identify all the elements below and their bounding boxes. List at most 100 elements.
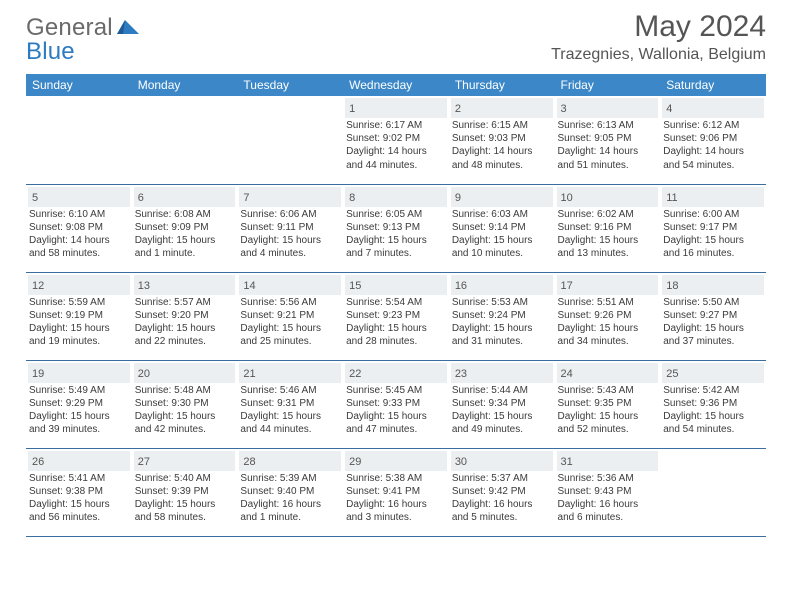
day-info: Sunrise: 5:51 AMSunset: 9:26 PMDaylight:… xyxy=(557,296,659,349)
calendar-cell: 17 Sunrise: 5:51 AMSunset: 9:26 PMDayligh… xyxy=(555,272,661,360)
day-info: Sunrise: 6:17 AMSunset: 9:02 PMDaylight:… xyxy=(345,119,447,172)
calendar-cell: 18 Sunrise: 5:50 AMSunset: 9:27 PMDayligh… xyxy=(660,272,766,360)
calendar-cell: 3 Sunrise: 6:13 AMSunset: 9:05 PMDaylight… xyxy=(555,96,661,184)
calendar-cell: 21 Sunrise: 5:46 AMSunset: 9:31 PMDayligh… xyxy=(237,360,343,448)
day-info: Sunrise: 5:36 AMSunset: 9:43 PMDaylight:… xyxy=(557,472,659,525)
day-number: 14 xyxy=(243,280,255,292)
day-info: Sunrise: 5:57 AMSunset: 9:20 PMDaylight:… xyxy=(134,296,236,349)
day-number: 5 xyxy=(32,192,38,204)
calendar-cell: 8 Sunrise: 6:05 AMSunset: 9:13 PMDaylight… xyxy=(343,184,449,272)
day-number: 28 xyxy=(243,456,255,468)
day-info: Sunrise: 6:12 AMSunset: 9:06 PMDaylight:… xyxy=(662,119,764,172)
day-number: 26 xyxy=(32,456,44,468)
day-number: 6 xyxy=(138,192,144,204)
calendar-cell: 15Sunrise: 5:54 AMSunset: 9:23 PMDayligh… xyxy=(343,272,449,360)
calendar-cell: 12 Sunrise: 5:59 AMSunset: 9:19 PMDayligh… xyxy=(26,272,132,360)
weekday-header: Thursday xyxy=(449,74,555,96)
day-number: 21 xyxy=(243,368,255,380)
day-number: 10 xyxy=(561,192,573,204)
calendar-cell: 25 Sunrise: 5:42 AMSunset: 9:36 PMDayligh… xyxy=(660,360,766,448)
calendar-cell: 23 Sunrise: 5:44 AMSunset: 9:34 PMDayligh… xyxy=(449,360,555,448)
day-number: 9 xyxy=(455,192,461,204)
calendar-cell: 11 Sunrise: 6:00 AMSunset: 9:17 PMDayligh… xyxy=(660,184,766,272)
day-number: 25 xyxy=(666,368,678,380)
calendar-cell: 1 Sunrise: 6:17 AMSunset: 9:02 PMDaylight… xyxy=(343,96,449,184)
calendar-cell: 28 Sunrise: 5:39 AMSunset: 9:40 PMDayligh… xyxy=(237,448,343,536)
day-info: Sunrise: 6:15 AMSunset: 9:03 PMDaylight:… xyxy=(451,119,553,172)
day-info: Sunrise: 6:13 AMSunset: 9:05 PMDaylight:… xyxy=(557,119,659,172)
calendar-cell: 6 Sunrise: 6:08 AMSunset: 9:09 PMDaylight… xyxy=(132,184,238,272)
day-info: Sunrise: 5:56 AMSunset: 9:21 PMDaylight:… xyxy=(239,296,341,349)
day-info: Sunrise: 5:49 AMSunset: 9:29 PMDaylight:… xyxy=(28,384,130,437)
calendar-cell: 7 Sunrise: 6:06 AMSunset: 9:11 PMDaylight… xyxy=(237,184,343,272)
weekday-header: Saturday xyxy=(660,74,766,96)
day-info: Sunrise: 5:59 AMSunset: 9:19 PMDaylight:… xyxy=(28,296,130,349)
day-number: 12 xyxy=(32,280,44,292)
day-number: 17 xyxy=(561,280,573,292)
page-title: May 2024 xyxy=(551,10,766,44)
calendar-cell: 24Sunrise: 5:43 AMSunset: 9:35 PMDayligh… xyxy=(555,360,661,448)
weekday-header: Sunday xyxy=(26,74,132,96)
day-number: 16 xyxy=(455,280,467,292)
day-number: 30 xyxy=(455,456,467,468)
day-info: Sunrise: 5:42 AMSunset: 9:36 PMDaylight:… xyxy=(662,384,764,437)
day-info: Sunrise: 5:37 AMSunset: 9:42 PMDaylight:… xyxy=(451,472,553,525)
day-info: Sunrise: 5:54 AMSunset: 9:23 PMDaylight:… xyxy=(345,296,447,349)
day-info: Sunrise: 6:00 AMSunset: 9:17 PMDaylight:… xyxy=(662,208,764,261)
calendar-cell: 27 Sunrise: 5:40 AMSunset: 9:39 PMDayligh… xyxy=(132,448,238,536)
day-info: Sunrise: 5:50 AMSunset: 9:27 PMDaylight:… xyxy=(662,296,764,349)
day-info: Sunrise: 5:44 AMSunset: 9:34 PMDaylight:… xyxy=(451,384,553,437)
day-info: Sunrise: 6:02 AMSunset: 9:16 PMDaylight:… xyxy=(557,208,659,261)
day-number: 20 xyxy=(138,368,150,380)
calendar-cell: 22Sunrise: 5:45 AMSunset: 9:33 PMDayligh… xyxy=(343,360,449,448)
weekday-header: Wednesday xyxy=(343,74,449,96)
day-number: 8 xyxy=(349,192,355,204)
calendar-cell: 9Sunrise: 6:03 AMSunset: 9:14 PMDaylight… xyxy=(449,184,555,272)
day-info: Sunrise: 5:41 AMSunset: 9:38 PMDaylight:… xyxy=(28,472,130,525)
calendar-cell: 16 Sunrise: 5:53 AMSunset: 9:24 PMDayligh… xyxy=(449,272,555,360)
calendar-cell: 4 Sunrise: 6:12 AMSunset: 9:06 PMDaylight… xyxy=(660,96,766,184)
day-number: 2 xyxy=(455,103,461,115)
day-info: Sunrise: 6:10 AMSunset: 9:08 PMDaylight:… xyxy=(28,208,130,261)
day-number: 27 xyxy=(138,456,150,468)
calendar-cell xyxy=(660,448,766,536)
calendar-cell: 2 Sunrise: 6:15 AMSunset: 9:03 PMDaylight… xyxy=(449,96,555,184)
day-info: Sunrise: 5:48 AMSunset: 9:30 PMDaylight:… xyxy=(134,384,236,437)
calendar-cell: 29 Sunrise: 5:38 AMSunset: 9:41 PMDayligh… xyxy=(343,448,449,536)
day-info: Sunrise: 5:39 AMSunset: 9:40 PMDaylight:… xyxy=(239,472,341,525)
day-number: 13 xyxy=(138,280,150,292)
calendar-cell: 26 Sunrise: 5:41 AMSunset: 9:38 PMDayligh… xyxy=(26,448,132,536)
day-number: 7 xyxy=(243,192,249,204)
day-info: Sunrise: 6:06 AMSunset: 9:11 PMDaylight:… xyxy=(239,208,341,261)
day-number: 1 xyxy=(349,103,355,115)
calendar-cell: 20 Sunrise: 5:48 AMSunset: 9:30 PMDayligh… xyxy=(132,360,238,448)
weekday-header: Tuesday xyxy=(237,74,343,96)
day-number: 11 xyxy=(666,192,677,204)
day-info: Sunrise: 5:46 AMSunset: 9:31 PMDaylight:… xyxy=(239,384,341,437)
day-number: 29 xyxy=(349,456,361,468)
day-number: 23 xyxy=(455,368,467,380)
brand-text-part2: Blue xyxy=(26,38,75,65)
day-number: 4 xyxy=(666,103,672,115)
calendar-cell: 30 Sunrise: 5:37 AMSunset: 9:42 PMDayligh… xyxy=(449,448,555,536)
calendar-cell: 10 Sunrise: 6:02 AMSunset: 9:16 PMDayligh… xyxy=(555,184,661,272)
calendar-cell: 14 Sunrise: 5:56 AMSunset: 9:21 PMDayligh… xyxy=(237,272,343,360)
day-number: 3 xyxy=(561,103,567,115)
calendar-cell xyxy=(26,96,132,184)
day-number: 18 xyxy=(666,280,678,292)
calendar-cell xyxy=(237,96,343,184)
calendar-cell xyxy=(132,96,238,184)
calendar-cell: 31Sunrise: 5:36 AMSunset: 9:43 PMDayligh… xyxy=(555,448,661,536)
brand-icon xyxy=(117,16,139,38)
calendar-cell: 13 Sunrise: 5:57 AMSunset: 9:20 PMDayligh… xyxy=(132,272,238,360)
calendar-cell: 19Sunrise: 5:49 AMSunset: 9:29 PMDayligh… xyxy=(26,360,132,448)
day-info: Sunrise: 5:38 AMSunset: 9:41 PMDaylight:… xyxy=(345,472,447,525)
day-info: Sunrise: 6:05 AMSunset: 9:13 PMDaylight:… xyxy=(345,208,447,261)
calendar-cell: 5 Sunrise: 6:10 AMSunset: 9:08 PMDaylight… xyxy=(26,184,132,272)
day-number: 22 xyxy=(349,368,361,380)
day-info: Sunrise: 6:08 AMSunset: 9:09 PMDaylight:… xyxy=(134,208,236,261)
weekday-header: Friday xyxy=(555,74,661,96)
calendar-table: SundayMondayTuesdayWednesdayThursdayFrid… xyxy=(26,74,766,537)
day-info: Sunrise: 5:53 AMSunset: 9:24 PMDaylight:… xyxy=(451,296,553,349)
day-info: Sunrise: 5:40 AMSunset: 9:39 PMDaylight:… xyxy=(134,472,236,525)
